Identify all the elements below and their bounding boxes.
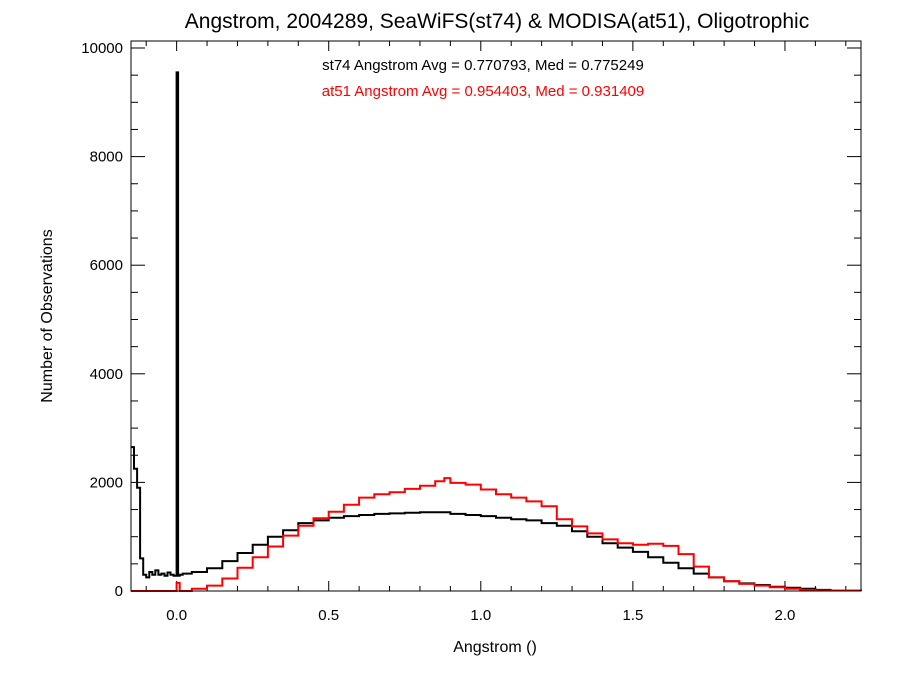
y-tick-label: 8000	[90, 149, 123, 166]
series-line-1	[131, 477, 862, 592]
annotation-st74: st74 Angstrom Avg = 0.770793, Med = 0.77…	[322, 57, 644, 74]
x-axis-label: Angstrom ()	[453, 639, 537, 656]
x-tick-label: 2.0	[775, 607, 796, 624]
annotation-at51: at51 Angstrom Avg = 0.954403, Med = 0.93…	[322, 83, 644, 100]
x-tick-label: 0.5	[318, 607, 339, 624]
x-tick-label: 1.5	[622, 607, 643, 624]
x-tick-label: 0.0	[166, 607, 187, 624]
y-axis-label: Number of Observations	[39, 229, 56, 402]
x-tick-label: 1.0	[470, 607, 491, 624]
plot-axes: 0.0 0.5 1.0 1.5 2.0 0 2000 4000 6000 8000 10000	[81, 40, 861, 624]
plot-frame	[130, 40, 862, 592]
y-tick-label: 0	[115, 583, 123, 600]
series-layer	[131, 71, 862, 592]
series-line-0	[131, 71, 862, 592]
y-tick-label: 10000	[81, 40, 123, 57]
y-tick-label: 6000	[90, 257, 123, 274]
y-tick-label: 4000	[90, 366, 123, 383]
y-tick-label: 2000	[90, 474, 123, 491]
chart-title: Angstrom, 2004289, SeaWiFS(st74) & MODIS…	[185, 10, 809, 33]
